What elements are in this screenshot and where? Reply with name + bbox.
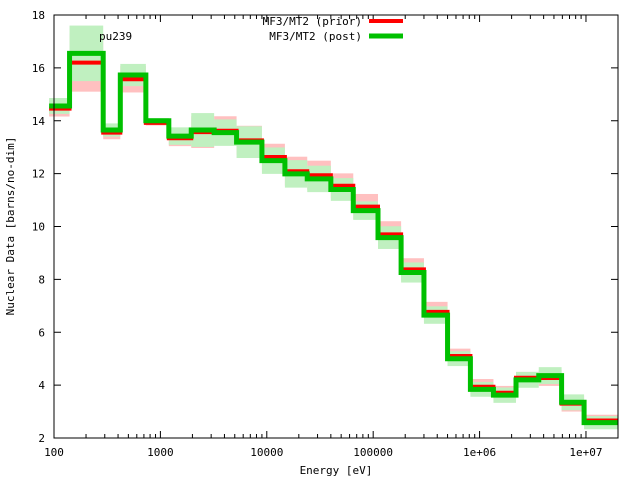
x-tick-label: 1e+06 [463, 446, 496, 459]
x-tick-label: 10000 [250, 446, 283, 459]
series-line-prior [49, 60, 618, 423]
series-line-post [49, 50, 618, 426]
y-tick-label: 12 [32, 168, 45, 181]
y-tick-label: 8 [38, 273, 45, 286]
uncertainty-bands [49, 25, 618, 430]
y-tick-label: 16 [32, 62, 45, 75]
y-tick-label: 6 [38, 326, 45, 339]
y-axis-label: Nuclear Data [barns/no-dim] [4, 137, 17, 316]
axis-ticks: 2 4 6 8 10 12 14 16 18 100 1000 10000 100000 1e+06 1e+… [32, 9, 619, 459]
annotation-label: pu239 [99, 30, 132, 43]
x-tick-label: 100 [44, 446, 64, 459]
y-tick-label: 18 [32, 9, 45, 22]
y-tick-label: 4 [38, 379, 45, 392]
y-tick-label: 2 [38, 432, 45, 445]
x-tick-label: 1e+07 [569, 446, 602, 459]
x-axis-label: Energy [eV] [300, 464, 373, 477]
x-tick-label: 100000 [353, 446, 393, 459]
y-tick-label: 14 [32, 115, 46, 128]
x-tick-label: 1000 [147, 446, 174, 459]
y-tick-label: 10 [32, 221, 45, 234]
legend-label-post: MF3/MT2 (post) [269, 30, 362, 43]
series-lines [49, 50, 618, 426]
legend: MF3/MT2 (prior) MF3/MT2 (post) [263, 15, 403, 43]
legend-label-prior: MF3/MT2 (prior) [263, 15, 362, 28]
